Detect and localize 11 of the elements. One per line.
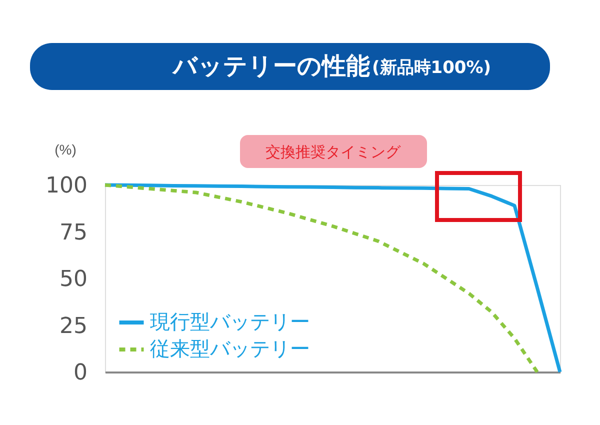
y-tick-label: 25 xyxy=(60,314,88,339)
y-tick-label: 0 xyxy=(74,360,88,386)
legend-label: 従来型バッテリー xyxy=(150,336,310,360)
chart-subtitle: (新品時100%) xyxy=(372,58,492,78)
y-axis-title: (%) xyxy=(54,142,76,158)
chart-title: バッテリーの性能 xyxy=(171,52,370,80)
text: 交換推奨タイミング xyxy=(266,143,402,161)
y-tick-label: 75 xyxy=(60,220,88,246)
y-tick-label: 100 xyxy=(46,174,88,198)
legend-label: 現行型バッテリー xyxy=(150,310,310,334)
y-tick-label: 50 xyxy=(60,267,88,292)
